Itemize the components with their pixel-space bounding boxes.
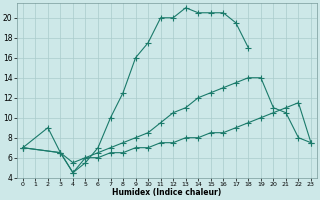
X-axis label: Humidex (Indice chaleur): Humidex (Indice chaleur) [112, 188, 221, 197]
